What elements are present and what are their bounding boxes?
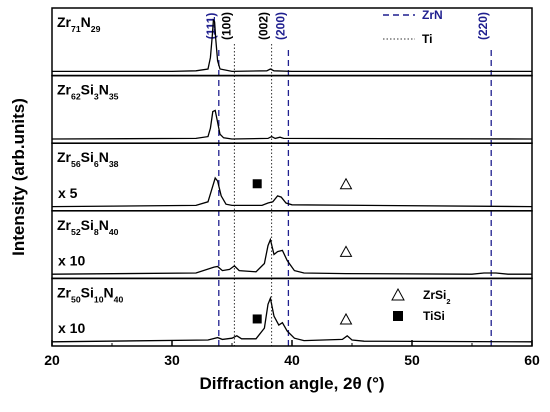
legend-symbol-square bbox=[393, 311, 403, 321]
diffraction-trace-3 bbox=[51, 237, 532, 275]
panel-frame-2 bbox=[51, 142, 533, 212]
scale-label-3: x 10 bbox=[58, 252, 85, 268]
x-tick-label-0: 20 bbox=[44, 352, 60, 368]
marker-ZrSi2-0 bbox=[339, 177, 353, 190]
panel-frame-0 bbox=[51, 7, 533, 77]
sample-label-3: Zr52Si8N40 bbox=[57, 217, 119, 237]
legend-symbol-triangle bbox=[391, 287, 405, 301]
hkl-label-Ti-1: (002) bbox=[257, 12, 271, 40]
hkl-label-ZrN-1: (200) bbox=[273, 12, 287, 40]
diffraction-trace-0 bbox=[52, 18, 532, 73]
scale-label-2: x 5 bbox=[58, 185, 78, 201]
legend-label-marker-0: ZrSi2 bbox=[423, 288, 450, 306]
x-tick-label-3: 50 bbox=[404, 352, 420, 368]
sample-label-0: Zr71N29 bbox=[57, 14, 101, 34]
hkl-label-ZrN-0: (111) bbox=[204, 13, 218, 40]
y-axis-label: Intensity (arb.units) bbox=[9, 98, 28, 256]
x-tick-label-1: 30 bbox=[164, 352, 180, 368]
marker-ZrSi2-1 bbox=[339, 245, 353, 257]
marker-ZrSi2-2 bbox=[339, 312, 353, 325]
hkl-label-Ti-0: (100) bbox=[219, 12, 233, 40]
legend-label-Ti: Ti bbox=[422, 32, 432, 46]
legend-label-marker-1: TiSi bbox=[423, 309, 445, 323]
sample-label-4: Zr50Si10N40 bbox=[57, 284, 123, 304]
x-tick-label-2: 40 bbox=[284, 352, 300, 368]
sample-label-2: Zr56Si6N38 bbox=[57, 149, 119, 169]
x-tick-label-4: 60 bbox=[524, 352, 540, 368]
sample-label-1: Zr62Si3N35 bbox=[57, 82, 119, 102]
legend-label-ZrN: ZrN bbox=[422, 8, 443, 22]
panel-frame-1 bbox=[51, 74, 533, 144]
diffraction-trace-1 bbox=[51, 109, 533, 140]
hkl-label-ZrN-2: (220) bbox=[476, 12, 490, 40]
diffraction-trace-4 bbox=[51, 296, 533, 343]
x-axis-label: Diffraction angle, 2θ (°) bbox=[199, 374, 384, 393]
marker-TiSi-0 bbox=[252, 179, 262, 189]
marker-TiSi-1 bbox=[252, 314, 262, 324]
diffraction-trace-2 bbox=[51, 176, 533, 208]
scale-label-4: x 10 bbox=[58, 320, 85, 336]
